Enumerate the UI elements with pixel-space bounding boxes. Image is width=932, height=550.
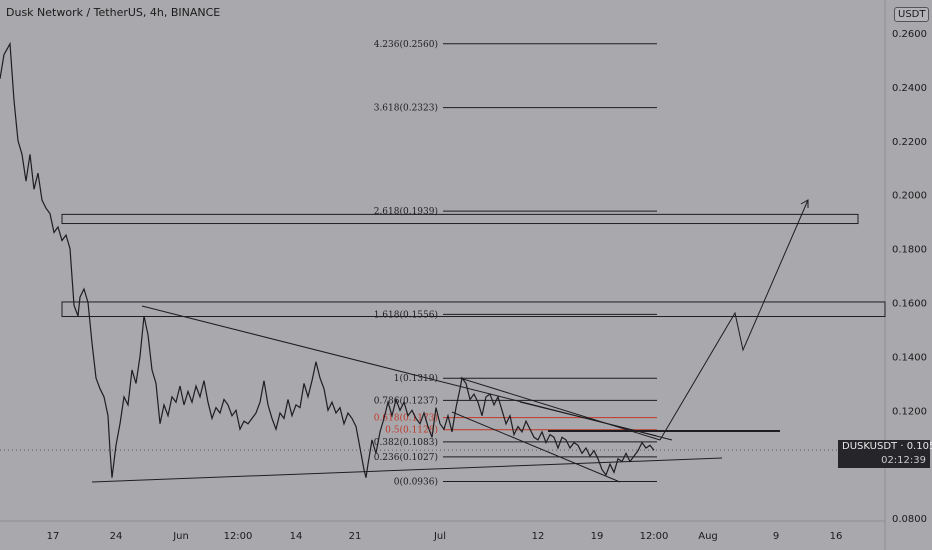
- price-series-line: [0, 41, 655, 478]
- x-tick-label: 17: [47, 531, 60, 542]
- price-tag-value: 0.1052: [906, 441, 932, 452]
- x-tick-label: 12: [532, 531, 545, 542]
- trendline: [459, 377, 661, 441]
- x-tick-label: Aug: [698, 531, 718, 542]
- x-tick-label: 21: [349, 531, 362, 542]
- y-tick-label: 0.0800: [892, 514, 927, 525]
- chart-title: Dusk Network / TetherUS, 4h, BINANCE: [6, 6, 221, 19]
- fib-level-label: 3.618(0.2323): [374, 103, 438, 114]
- x-tick-label: 14: [290, 531, 303, 542]
- x-tick-label: 9: [773, 531, 779, 542]
- currency-unit-button[interactable]: USDT: [894, 7, 930, 22]
- resistance-zone: [61, 213, 859, 225]
- x-tick-label: 16: [830, 531, 843, 542]
- y-tick-label: 0.1600: [892, 299, 927, 310]
- y-tick-label: 0.2000: [892, 191, 927, 202]
- x-tick-label: 24: [110, 531, 123, 542]
- x-tick-label: Jul: [433, 531, 446, 542]
- fib-level-label: 0(0.0936): [394, 476, 438, 487]
- y-tick-label: 0.1800: [892, 245, 927, 256]
- y-tick-label: 0.1400: [892, 352, 927, 363]
- y-tick-label: 0.2600: [892, 29, 927, 40]
- projection-arrowhead: [800, 199, 809, 208]
- x-tick-label: 19: [591, 531, 604, 542]
- fib-level-label: 2.618(0.1939): [374, 206, 438, 217]
- projection-path: [659, 199, 809, 441]
- fib-level-label: 0.618(0.1173): [374, 413, 438, 424]
- resistance-zone: [61, 301, 886, 318]
- current-price-tag: DUSKUSDT · 0.1052 02:12:39: [838, 440, 932, 468]
- fib-level-label: 1(0.1319): [394, 373, 438, 384]
- price-tag-symbol: DUSKUSDT: [842, 441, 898, 452]
- fib-level-label: 0.5(0.1128): [385, 425, 438, 436]
- price-tag-main: DUSKUSDT · 0.1052: [838, 440, 932, 454]
- fib-level-label: 0.786(0.1237): [374, 395, 438, 406]
- price-tag-countdown: 02:12:39: [881, 455, 926, 466]
- trendline: [451, 411, 621, 483]
- y-tick-label: 0.2200: [892, 137, 927, 148]
- fib-level-label: 4.236(0.2560): [374, 39, 438, 50]
- y-tick-label: 0.2400: [892, 83, 927, 94]
- y-tick-label: 0.1200: [892, 406, 927, 417]
- x-tick-label: 12:00: [224, 531, 253, 542]
- fib-level-label: 0.382(0.1083): [374, 437, 438, 448]
- fib-level-label: 0.236(0.1027): [374, 452, 438, 463]
- x-tick-label: 12:00: [640, 531, 669, 542]
- fib-level-label: 1.618(0.1556): [374, 309, 438, 320]
- x-tick-label: Jun: [172, 531, 189, 542]
